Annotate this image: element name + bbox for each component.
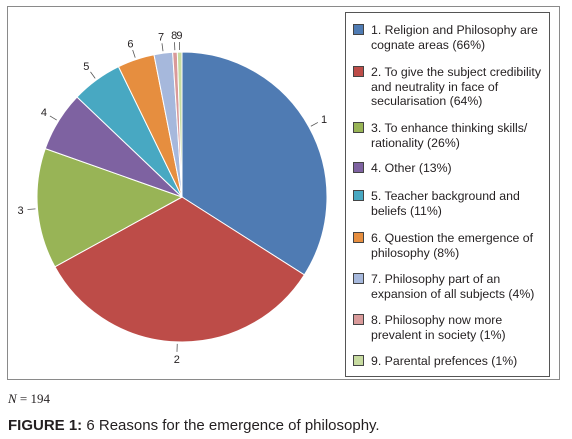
slice-label-9: 9 bbox=[176, 30, 182, 42]
legend-swatch-7 bbox=[353, 273, 364, 284]
legend-label-2: 2. To give the subject credibility and n… bbox=[371, 65, 541, 108]
leader-line-4 bbox=[49, 115, 57, 121]
slice-label-1: 1 bbox=[321, 114, 327, 126]
pie-chart: 1 2 3 4 5 6 7 8 9 bbox=[17, 30, 328, 366]
legend-label-6: 6. Question the emergence of philosophy … bbox=[371, 231, 534, 260]
legend-label-5: 5. Teacher background and beliefs (11%) bbox=[371, 189, 520, 218]
slice-label-7: 7 bbox=[158, 31, 164, 43]
figure-caption: FIGURE 1: 6 Reasons for the emergence of… bbox=[8, 417, 380, 434]
caption-text: 6 Reasons for the emergence of philosoph… bbox=[82, 417, 380, 434]
legend-swatch-5 bbox=[353, 190, 364, 201]
pie-slice-3 bbox=[36, 147, 184, 268]
legend-label-9: 9. Parental prefences (1%) bbox=[371, 354, 518, 368]
legend-swatch-8 bbox=[353, 314, 364, 325]
legend-swatch-2 bbox=[353, 66, 364, 77]
pie-slice-2 bbox=[54, 196, 306, 343]
slice-label-4: 4 bbox=[41, 107, 47, 119]
legend-swatch-4 bbox=[353, 162, 364, 173]
leader-line-6 bbox=[132, 49, 136, 58]
slice-label-6: 6 bbox=[127, 38, 133, 50]
legend-swatch-6 bbox=[353, 232, 364, 243]
leader-line-7 bbox=[161, 43, 164, 52]
legend-label-7: 7. Philosophy part of an expansion of al… bbox=[371, 272, 535, 301]
legend-swatch-1 bbox=[353, 24, 364, 35]
legend-swatch-9 bbox=[353, 355, 364, 366]
sample-size-note: N = 194 bbox=[8, 391, 50, 407]
pie-slice-9 bbox=[176, 51, 183, 198]
leader-line-3 bbox=[27, 208, 36, 210]
leader-line-1 bbox=[310, 122, 319, 127]
slice-label-8: 8 bbox=[171, 30, 177, 42]
slice-label-5: 5 bbox=[83, 61, 89, 73]
pie-slice-1 bbox=[181, 51, 328, 276]
legend-label-1: 1. Religion and Philosophy are cognate a… bbox=[371, 23, 538, 52]
legend-label-3: 3. To enhance thinking skills/ rationali… bbox=[371, 121, 528, 150]
n-symbol: N bbox=[8, 391, 17, 406]
legend-label-4: 4. Other (13%) bbox=[371, 161, 452, 175]
chart-legend: 1. Religion and Philosophy are cognate a… bbox=[345, 12, 550, 377]
n-value: = 194 bbox=[19, 391, 51, 406]
caption-prefix: FIGURE 1: bbox=[8, 417, 83, 434]
legend-swatch-3 bbox=[353, 122, 364, 133]
leader-line-5 bbox=[90, 71, 96, 79]
slice-label-2: 2 bbox=[174, 354, 180, 366]
legend-label-8: 8. Philosophy now more prevalent in soci… bbox=[371, 313, 506, 342]
slice-label-3: 3 bbox=[17, 205, 23, 217]
